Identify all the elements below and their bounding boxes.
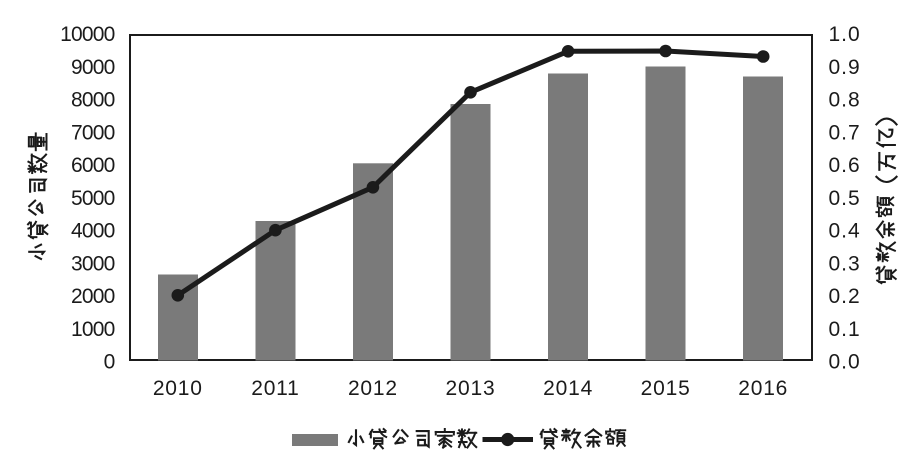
- svg-text:0.5: 0.5: [829, 187, 861, 210]
- svg-text:0.2: 0.2: [829, 285, 861, 308]
- svg-text:0.7: 0.7: [829, 121, 861, 144]
- svg-text:0.8: 0.8: [829, 89, 861, 112]
- svg-text:1.0: 1.0: [829, 23, 861, 46]
- svg-text:0.6: 0.6: [829, 154, 861, 177]
- svg-text:2013: 2013: [446, 377, 496, 400]
- svg-text:2010: 2010: [153, 377, 203, 400]
- svg-text:0.0: 0.0: [829, 351, 861, 374]
- svg-text:9000: 9000: [71, 56, 115, 79]
- svg-text:8000: 8000: [71, 89, 115, 112]
- svg-text:4000: 4000: [71, 220, 115, 243]
- svg-text:2014: 2014: [543, 377, 593, 400]
- svg-text:1000: 1000: [71, 318, 115, 341]
- svg-text:2011: 2011: [251, 377, 299, 400]
- svg-text:6000: 6000: [71, 154, 115, 177]
- svg-text:7000: 7000: [71, 121, 115, 144]
- svg-text:0.9: 0.9: [829, 56, 861, 79]
- svg-text:0: 0: [104, 351, 115, 374]
- svg-text:0.1: 0.1: [829, 318, 861, 341]
- svg-text:2015: 2015: [641, 377, 691, 400]
- svg-text:2016: 2016: [738, 377, 788, 400]
- svg-text:0.4: 0.4: [829, 220, 861, 243]
- svg-text:5000: 5000: [71, 187, 115, 210]
- svg-text:3000: 3000: [71, 252, 115, 275]
- svg-text:0.3: 0.3: [829, 252, 861, 275]
- svg-text:2000: 2000: [71, 285, 115, 308]
- svg-text:2012: 2012: [348, 377, 398, 400]
- svg-text:10000: 10000: [60, 23, 115, 46]
